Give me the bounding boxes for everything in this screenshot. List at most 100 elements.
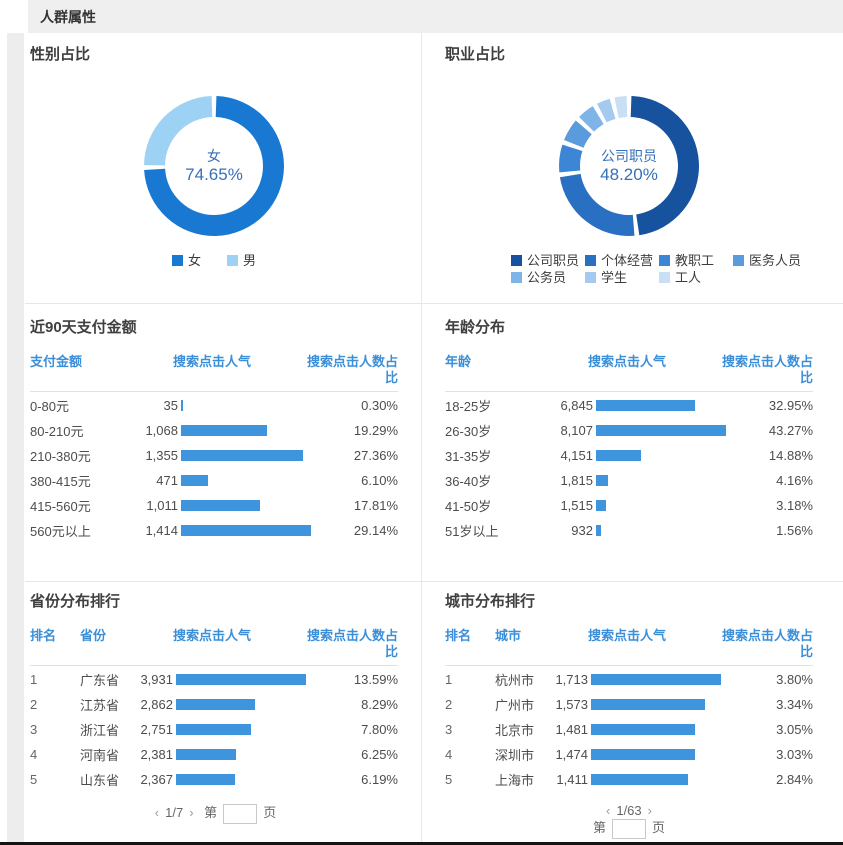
column-divider xyxy=(421,33,422,842)
table-body: 0-80元 35 0.30% 80-210元 1,068 19.29% 210-380元 1,… xyxy=(30,393,398,543)
popularity-value-cell: 2,381 xyxy=(140,747,173,762)
percentage-cell: 3.34% xyxy=(776,697,813,712)
table-row: 0-80元 35 0.30% xyxy=(30,393,398,418)
gender-legend: 女男 xyxy=(30,252,398,269)
legend-swatch-icon xyxy=(511,272,522,283)
popularity-bar xyxy=(596,450,641,461)
popularity-value-cell: 471 xyxy=(156,473,178,488)
table-row: 18-25岁 6,845 32.95% xyxy=(445,393,813,418)
popularity-value-cell: 1,355 xyxy=(145,448,178,463)
table-row: 2 广州市 1,573 3.34% xyxy=(445,692,813,717)
page-input[interactable] xyxy=(612,819,646,839)
label-cell: 深圳市 xyxy=(495,748,535,763)
legend-item: 个体经营 xyxy=(585,252,659,269)
popularity-bar xyxy=(176,674,306,685)
legend-label: 公司职员 xyxy=(527,253,580,268)
bar-cell xyxy=(588,674,733,685)
table-body: 1 杭州市 1,713 3.80% 2 广州市 1,573 3.34% 3 北京市 1,481 3.0… xyxy=(445,667,813,792)
legend-item: 学生 xyxy=(585,269,659,286)
popularity-value-cell: 1,414 xyxy=(145,523,178,538)
table-row: 41-50岁 1,515 3.18% xyxy=(445,493,813,518)
percentage-cell: 6.10% xyxy=(361,473,398,488)
label-cell: 北京市 xyxy=(495,723,535,738)
page-indicator-line: ‹ 1/63 › xyxy=(445,802,813,819)
table-header: 排名 省份 搜索点击人气 搜索点击人数占比 xyxy=(30,628,398,666)
percentage-cell: 17.81% xyxy=(353,498,398,513)
rank-cell: 3 xyxy=(30,722,38,737)
donut-segment xyxy=(614,96,628,119)
panel-title: 性别占比 xyxy=(30,46,91,63)
popularity-bar xyxy=(176,699,255,710)
donut-segment xyxy=(144,96,213,166)
table-row: 2 江苏省 2,862 8.29% xyxy=(30,692,398,717)
popularity-value-cell: 2,751 xyxy=(140,722,173,737)
percentage-cell: 32.95% xyxy=(768,398,813,413)
bar-cell xyxy=(593,500,733,511)
bar-cell xyxy=(173,674,318,685)
bar-cell xyxy=(178,425,318,436)
table-header: 支付金额 搜索点击人气 搜索点击人数占比 xyxy=(30,354,398,392)
popularity-bar xyxy=(596,525,601,536)
table-row: 51岁以上 932 1.56% xyxy=(445,518,813,543)
bar-cell xyxy=(588,724,733,735)
popularity-bar xyxy=(181,450,303,461)
panel-title: 省份分布排行 xyxy=(30,593,121,610)
percentage-cell: 29.14% xyxy=(353,523,398,538)
city-pagination: ‹ 1/63 › 第页 xyxy=(445,802,813,839)
bar-cell xyxy=(178,450,318,461)
label-cell: 广州市 xyxy=(495,698,535,713)
label-cell: 36-40岁 xyxy=(445,474,492,489)
occupation-legend: 公司职员 个体经营 教职工 医务人员 公务员 学生 工人 xyxy=(511,252,811,286)
percentage-cell: 3.03% xyxy=(776,747,813,762)
percentage-cell: 19.29% xyxy=(353,423,398,438)
next-page-button[interactable]: › xyxy=(647,803,652,818)
bar-cell xyxy=(178,475,318,486)
bar-cell xyxy=(593,475,733,486)
percentage-cell: 0.30% xyxy=(361,398,398,413)
label-cell: 31-35岁 xyxy=(445,449,492,464)
popularity-bar xyxy=(181,475,208,486)
legend-item: 女 xyxy=(171,252,201,269)
panel-province-ranking: 省份分布排行 排名 省份 搜索点击人气 搜索点击人数占比 1 广东省 3,931 13… xyxy=(30,592,398,824)
table-row: 4 深圳市 1,474 3.03% xyxy=(445,742,813,767)
column-header: 省份 xyxy=(80,628,107,643)
prev-page-button[interactable]: ‹ xyxy=(154,805,160,820)
table-row: 80-210元 1,068 19.29% xyxy=(30,418,398,443)
legend-label: 个体经营 xyxy=(601,253,654,268)
legend-label: 男 xyxy=(243,253,257,268)
popularity-bar xyxy=(596,400,695,411)
rank-cell: 4 xyxy=(30,747,38,762)
prev-page-button[interactable]: ‹ xyxy=(606,803,611,818)
column-header: 搜索点击人气 xyxy=(173,628,252,643)
column-header: 支付金额 xyxy=(30,354,83,369)
panel-title: 近90天支付金额 xyxy=(30,319,137,336)
column-header: 搜索点击人气 xyxy=(588,628,667,643)
page-input[interactable] xyxy=(223,803,258,824)
page-title: 人群属性 xyxy=(40,8,96,25)
percentage-cell: 6.25% xyxy=(361,747,398,762)
bar-cell xyxy=(588,749,733,760)
legend-item: 工人 xyxy=(659,269,733,286)
popularity-bar xyxy=(181,425,267,436)
popularity-value-cell: 8,107 xyxy=(560,423,593,438)
popularity-bar xyxy=(591,749,695,760)
row-divider xyxy=(25,581,843,582)
column-header: 年龄 xyxy=(445,354,472,369)
bar-cell xyxy=(178,500,318,511)
legend-swatch-icon xyxy=(733,255,744,266)
popularity-value-cell: 1,411 xyxy=(556,772,588,787)
legend-swatch-icon xyxy=(511,255,522,266)
panel-city-ranking: 城市分布排行 排名 城市 搜索点击人气 搜索点击人数占比 1 杭州市 1,713 3.… xyxy=(445,592,813,839)
percentage-cell: 2.84% xyxy=(776,772,813,787)
next-page-button[interactable]: › xyxy=(189,805,194,820)
rank-cell: 2 xyxy=(30,697,38,712)
label-cell: 广东省 xyxy=(80,673,120,688)
legend-label: 女 xyxy=(187,253,201,268)
label-cell: 41-50岁 xyxy=(445,499,492,514)
legend-label: 教职工 xyxy=(675,253,715,268)
popularity-value-cell: 2,367 xyxy=(140,772,173,787)
rank-cell: 1 xyxy=(30,672,38,687)
table-row: 3 北京市 1,481 3.05% xyxy=(445,717,813,742)
page-indicator: 1/63 xyxy=(616,803,642,818)
rank-cell: 5 xyxy=(445,772,453,787)
